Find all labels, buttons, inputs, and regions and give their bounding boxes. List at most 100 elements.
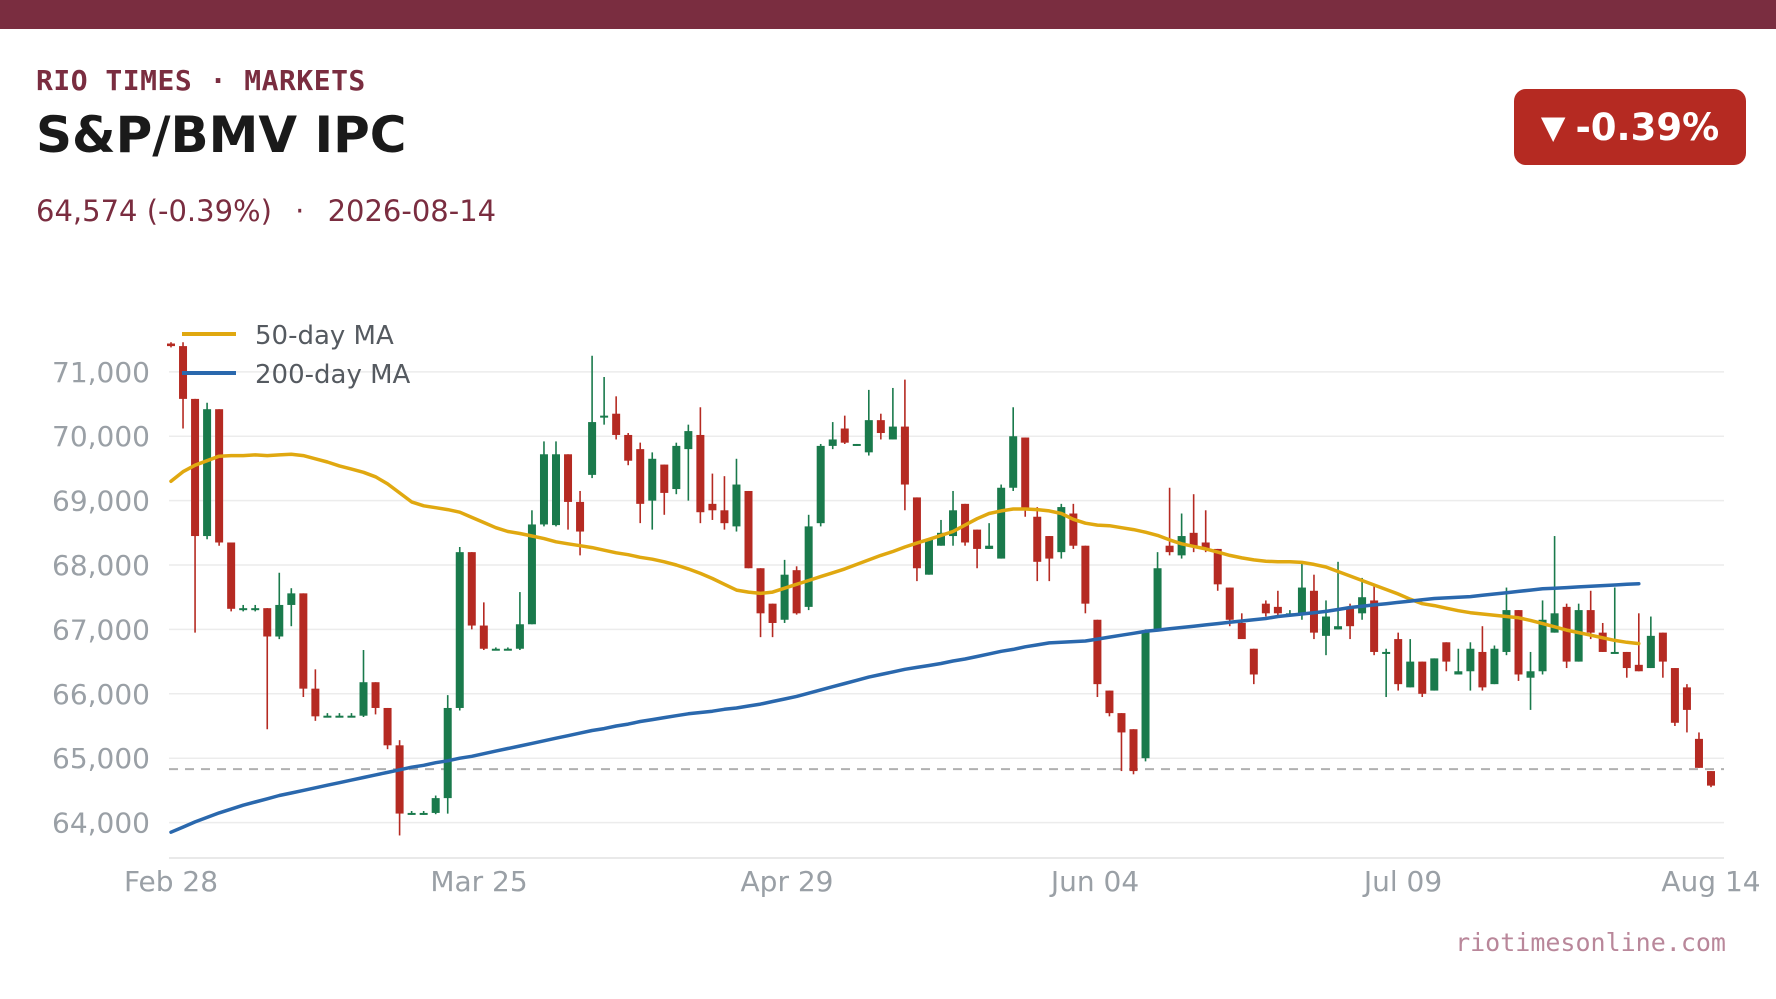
candle-body: [1526, 671, 1535, 678]
candle-body: [1466, 648, 1475, 672]
y-tick-label: 68,000: [52, 549, 150, 582]
candle-body: [864, 420, 873, 453]
candle-body: [323, 715, 332, 718]
candle-body: [287, 593, 296, 605]
candle-body: [564, 454, 573, 502]
candle-body: [684, 431, 693, 450]
candle-body: [1574, 610, 1583, 662]
price-subline: 64,574 (-0.39%) · 2026-08-14: [36, 194, 496, 228]
ma200-line: [169, 581, 1641, 834]
candle-body: [419, 812, 428, 815]
quote-date: 2026-08-14: [327, 194, 497, 228]
candle-body: [696, 434, 705, 513]
candle-body: [1141, 630, 1150, 759]
candle-body: [1201, 542, 1210, 549]
y-tick-label: 70,000: [52, 420, 150, 453]
candle-body: [588, 422, 597, 475]
candle-body: [191, 398, 200, 537]
candle-body: [1707, 771, 1715, 786]
candle-body: [1081, 545, 1090, 604]
candle-body: [359, 682, 368, 716]
y-tick-label: 65,000: [52, 742, 150, 775]
candle-body: [1430, 658, 1439, 691]
candle-body: [780, 574, 789, 620]
candle-body: [973, 529, 982, 549]
candle-body: [1550, 613, 1559, 633]
ma50-line: [169, 452, 1641, 646]
candle-body: [491, 648, 500, 651]
candle-body: [527, 524, 536, 625]
candle-body: [539, 454, 548, 525]
change-badge-value: -0.39%: [1575, 105, 1720, 149]
candle-body: [1093, 619, 1102, 685]
candle-body: [1670, 668, 1679, 723]
candle-body: [1370, 600, 1379, 652]
candle-body: [1057, 507, 1066, 553]
candle-body: [251, 608, 260, 611]
candle-body: [1418, 661, 1427, 694]
candle-body: [1189, 532, 1198, 546]
candle-body: [1442, 642, 1451, 662]
candle-body: [1502, 610, 1511, 652]
candle-body: [1406, 661, 1415, 688]
candle-body: [239, 608, 248, 611]
candle-body: [732, 484, 741, 527]
candle-body: [1682, 687, 1691, 710]
candle-body: [1322, 616, 1330, 636]
candle-body: [1033, 516, 1042, 562]
x-tick-label: Apr 29: [741, 865, 834, 898]
y-tick-label: 69,000: [52, 485, 150, 518]
candle-body: [1021, 437, 1030, 511]
y-tick-label: 67,000: [52, 613, 150, 646]
candle-body: [828, 439, 837, 446]
candle-body: [804, 526, 813, 607]
candle-body: [997, 487, 1006, 559]
candle-body: [167, 343, 175, 347]
candle-body: [1213, 548, 1222, 585]
candle-body: [876, 420, 885, 434]
last-price: 64,574: [36, 194, 138, 228]
candle-body: [576, 501, 585, 532]
candle-body: [311, 688, 320, 717]
candle-body: [756, 568, 765, 614]
candle-body: [1478, 651, 1487, 688]
candle-body: [455, 552, 464, 708]
candle-body: [708, 503, 717, 511]
candle-body: [275, 604, 284, 637]
candle-body: [335, 715, 344, 718]
candle-body: [840, 428, 849, 443]
candle-body: [1514, 610, 1523, 675]
candle-body: [1153, 568, 1162, 630]
candle-body: [612, 413, 621, 435]
candle-body: [1165, 545, 1174, 553]
candle-body: [792, 570, 801, 614]
candle-body: [371, 682, 380, 708]
x-tick-label: Jun 04: [1049, 865, 1139, 898]
candle-body: [648, 458, 657, 501]
candle-body: [1394, 639, 1403, 685]
separator-dot: ·: [295, 194, 305, 228]
candle-body: [949, 510, 958, 537]
candle-body: [852, 443, 861, 446]
candle-body: [1346, 606, 1355, 627]
legend-label: 200-day MA: [255, 360, 411, 390]
candle-body: [479, 625, 488, 649]
candle-body: [299, 593, 308, 689]
candle-body: [1045, 536, 1054, 559]
candle-body: [1237, 622, 1246, 640]
candle-body: [515, 624, 524, 649]
legend-label: 50-day MA: [255, 321, 394, 351]
brand-label: RIO TIMES · MARKETS: [36, 64, 366, 97]
candle-body: [624, 434, 633, 461]
candle-body: [1490, 648, 1499, 685]
candle-body: [1658, 632, 1667, 662]
candle-body: [816, 445, 825, 524]
candle-body: [1634, 664, 1643, 672]
price-change: (-0.39%): [146, 194, 272, 228]
candle-body: [1105, 690, 1114, 714]
candle-body: [1129, 729, 1138, 772]
candle-body: [600, 415, 609, 418]
candle-body: [1249, 648, 1258, 675]
x-tick-label: Feb 28: [124, 865, 218, 898]
